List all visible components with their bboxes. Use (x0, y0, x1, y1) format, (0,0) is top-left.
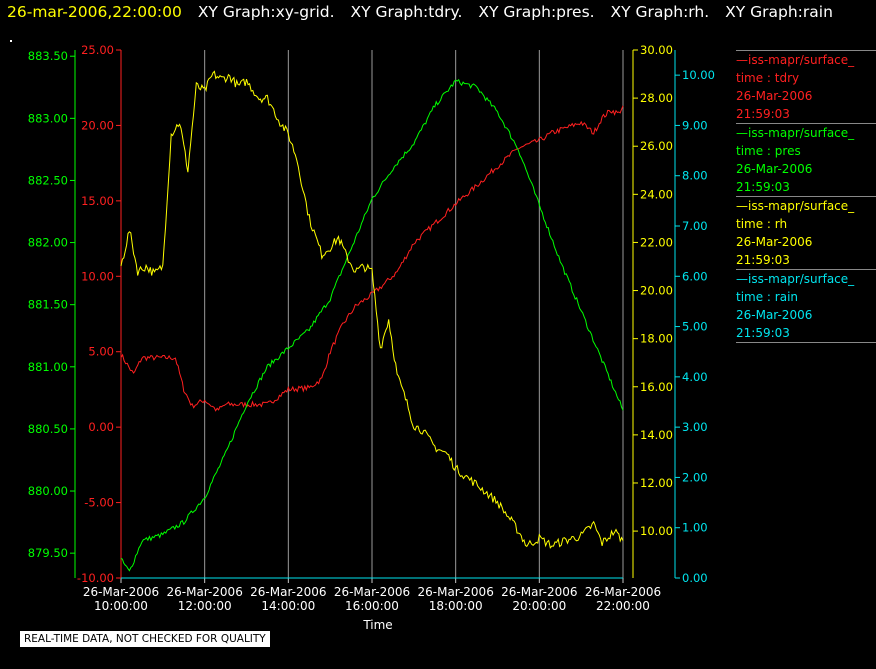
y-tick-label-rh: 22.00 (640, 235, 673, 249)
y-tick-label-tdry: 10.00 (81, 269, 114, 283)
title-item-tdry[interactable]: XY Graph:tdry. (350, 3, 463, 21)
y-tick-label-rain: 10.00 (682, 68, 715, 82)
x-tick-date: 26-Mar-2006 (83, 585, 159, 599)
x-tick-date: 26-Mar-2006 (334, 585, 410, 599)
x-tick-time: 18:00:00 (429, 599, 483, 613)
x-tick-time: 14:00:00 (261, 599, 315, 613)
legend-source: —iss-mapr/surface_ (736, 53, 855, 67)
legend-source: —iss-mapr/surface_ (736, 199, 855, 213)
y-tick-label-pres: 882.50 (28, 173, 68, 187)
y-tick-label-rh: 26.00 (640, 139, 673, 153)
y-tick-label-rain: 2.00 (682, 470, 708, 484)
y-tick-label-rh: 18.00 (640, 332, 673, 346)
y-tick-label-tdry: 15.00 (81, 194, 114, 208)
y-tick-label-rain: 6.00 (682, 269, 708, 283)
legend-entry-tdry[interactable]: —iss-mapr/surface_ time : tdry 26-Mar-20… (736, 50, 876, 123)
y-tick-label-rh: 12.00 (640, 476, 673, 490)
x-tick-date: 26-Mar-2006 (166, 585, 242, 599)
legend-time: 21:59:03 (736, 180, 790, 194)
legend-field: time : rain (736, 290, 799, 304)
x-tick-time: 20:00:00 (512, 599, 566, 613)
y-tick-label-pres: 881.00 (28, 360, 68, 374)
title-item-rain[interactable]: XY Graph:rain (725, 3, 833, 21)
quality-notice: REAL-TIME DATA, NOT CHECKED FOR QUALITY (20, 631, 270, 647)
y-tick-label-rain: 9.00 (682, 118, 708, 132)
legend-field: time : tdry (736, 71, 800, 85)
y-tick-label-pres: 881.50 (28, 298, 68, 312)
y-tick-label-rh: 10.00 (640, 524, 673, 538)
y-tick-label-rh: 28.00 (640, 91, 673, 105)
y-tick-label-rh: 16.00 (640, 380, 673, 394)
legend-date: 26-Mar-2006 (736, 89, 813, 103)
x-tick-time: 10:00:00 (94, 599, 148, 613)
legend-date: 26-Mar-2006 (736, 308, 813, 322)
title-item-pres[interactable]: XY Graph:pres. (478, 3, 595, 21)
x-tick-time: 12:00:00 (178, 599, 232, 613)
legend-time: 21:59:03 (736, 326, 790, 340)
y-tick-label-rain: 8.00 (682, 169, 708, 183)
y-tick-label-rh: 30.00 (640, 43, 673, 57)
y-tick-label-pres: 879.50 (28, 546, 68, 560)
x-tick-date: 26-Mar-2006 (250, 585, 326, 599)
x-tick-time: 16:00:00 (345, 599, 399, 613)
legend-date: 26-Mar-2006 (736, 235, 813, 249)
y-tick-label-rain: 1.00 (682, 521, 708, 535)
title-item-rh[interactable]: XY Graph:rh. (610, 3, 710, 21)
legend-source: —iss-mapr/surface_ (736, 126, 855, 140)
y-tick-label-pres: 880.50 (28, 422, 68, 436)
legend-entry-rain[interactable]: —iss-mapr/surface_ time : rain 26-Mar-20… (736, 269, 876, 343)
y-tick-label-tdry: 20.00 (81, 118, 114, 132)
y-tick-label-pres: 882.00 (28, 236, 68, 250)
y-tick-label-rh: 20.00 (640, 284, 673, 298)
x-axis-label: Time (362, 618, 392, 632)
legend: —iss-mapr/surface_ time : tdry 26-Mar-20… (736, 50, 876, 343)
legend-entry-rh[interactable]: —iss-mapr/surface_ time : rh 26-Mar-2006… (736, 196, 876, 269)
title-bar: 26-mar-2006,22:00:00 XY Graph:xy-grid. X… (7, 3, 844, 23)
y-tick-label-rain: 4.00 (682, 370, 708, 384)
legend-source: —iss-mapr/surface_ (736, 272, 855, 286)
y-tick-label-pres: 883.00 (28, 111, 68, 125)
x-tick-time: 22:00:00 (596, 599, 650, 613)
y-tick-label-tdry: 25.00 (81, 43, 114, 57)
series-line-rh (120, 70, 624, 549)
series-line-pres (120, 78, 624, 572)
x-tick-date: 26-Mar-2006 (585, 585, 661, 599)
y-tick-label-rh: 14.00 (640, 428, 673, 442)
y-tick-label-tdry: 5.00 (88, 345, 114, 359)
x-tick-date: 26-Mar-2006 (501, 585, 577, 599)
y-tick-label-pres: 883.50 (28, 49, 68, 63)
title-datetime: 26-mar-2006,22:00:00 (7, 3, 182, 21)
title-item-xy-grid[interactable]: XY Graph:xy-grid. (197, 3, 335, 21)
y-tick-label-rh: 24.00 (640, 187, 673, 201)
y-tick-label-rain: 3.00 (682, 420, 708, 434)
y-tick-label-pres: 880.00 (28, 484, 68, 498)
y-tick-label-tdry: 0.00 (88, 420, 114, 434)
marker-dot (10, 40, 12, 42)
legend-time: 21:59:03 (736, 107, 790, 121)
legend-time: 21:59:03 (736, 253, 790, 267)
legend-entry-pres[interactable]: —iss-mapr/surface_ time : pres 26-Mar-20… (736, 123, 876, 196)
y-tick-label-rain: 0.00 (682, 571, 708, 585)
legend-field: time : rh (736, 217, 788, 231)
y-tick-label-tdry: -5.00 (84, 496, 114, 510)
legend-date: 26-Mar-2006 (736, 162, 813, 176)
y-tick-label-rain: 7.00 (682, 219, 708, 233)
x-tick-date: 26-Mar-2006 (417, 585, 493, 599)
y-tick-label-tdry: -10.00 (77, 571, 114, 585)
legend-field: time : pres (736, 144, 801, 158)
y-tick-label-rain: 5.00 (682, 320, 708, 334)
series-line-tdry (120, 105, 624, 412)
